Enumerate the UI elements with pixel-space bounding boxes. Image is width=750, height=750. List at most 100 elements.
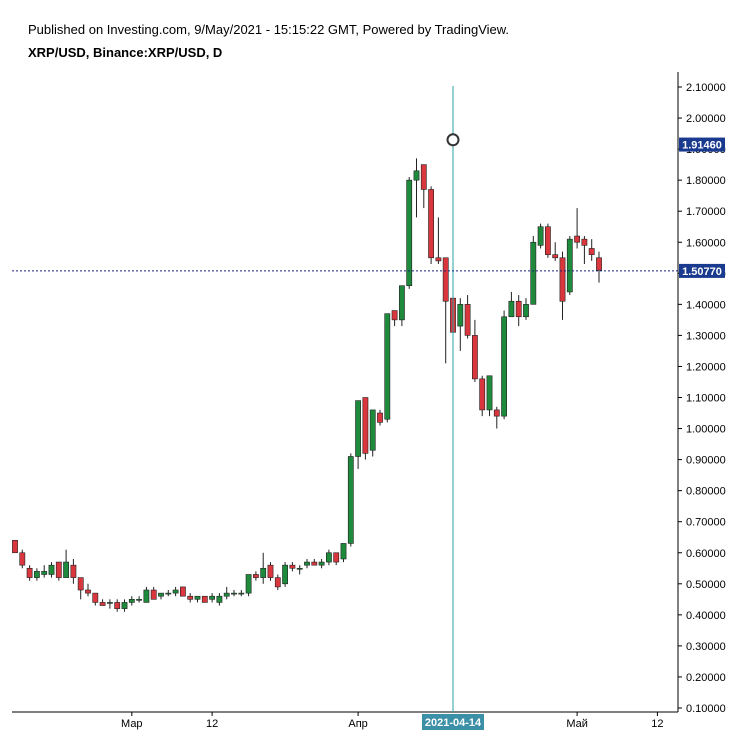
candle-up[interactable] (530, 236, 537, 305)
candle-up[interactable] (63, 549, 69, 578)
candle-down[interactable] (180, 586, 186, 597)
y-tick-label: 0.70000 (686, 517, 726, 529)
candle-up[interactable] (398, 285, 405, 327)
candle-body (77, 577, 84, 591)
candle-up[interactable] (245, 574, 252, 597)
time-axis: Мар 12 Апр Май 12 (121, 712, 664, 730)
candle-up[interactable] (325, 549, 332, 566)
candle-down[interactable] (435, 217, 442, 264)
candle-up[interactable] (537, 223, 544, 249)
candle-body (231, 592, 237, 595)
candle-body (428, 189, 434, 259)
candle-down[interactable] (92, 592, 99, 606)
candle-down[interactable] (391, 310, 398, 327)
candle-down[interactable] (471, 319, 478, 382)
candle-down[interactable] (55, 561, 62, 581)
candle-down[interactable] (311, 558, 318, 566)
candle-body (216, 595, 223, 603)
candle-up[interactable] (296, 565, 303, 575)
candle-down[interactable] (559, 251, 566, 320)
plot-area[interactable] (12, 158, 602, 612)
candle-down[interactable] (362, 397, 369, 460)
candle-down[interactable] (333, 552, 340, 566)
candle-up[interactable] (523, 298, 529, 320)
candle-down[interactable] (267, 562, 274, 581)
candle-body (194, 595, 201, 600)
candle-down[interactable] (70, 558, 77, 584)
candle-up[interactable] (501, 310, 507, 420)
candle-up[interactable] (406, 177, 413, 289)
candle-down[interactable] (12, 540, 18, 554)
candle-up[interactable] (216, 593, 223, 606)
candle-up[interactable] (143, 586, 150, 603)
candle-down[interactable] (479, 375, 486, 417)
candle-down[interactable] (187, 593, 194, 603)
x-tick-label: Мар (121, 718, 143, 730)
y-tick-label: 1.20000 (686, 361, 726, 373)
candle-up[interactable] (413, 158, 420, 218)
candle-up[interactable] (158, 592, 164, 600)
candle-body (398, 285, 405, 321)
candle-body (158, 592, 164, 597)
candle-up[interactable] (41, 565, 48, 578)
candle-up[interactable] (260, 552, 267, 584)
candle-body (238, 592, 245, 595)
candle-down[interactable] (377, 409, 383, 426)
candle-down[interactable] (77, 577, 84, 600)
candle-up[interactable] (318, 558, 325, 569)
candle-body (41, 571, 48, 575)
candle-up[interactable] (340, 543, 347, 563)
candle-down[interactable] (552, 242, 559, 261)
candle-up[interactable] (238, 590, 245, 597)
y-tick-label: 0.10000 (686, 703, 726, 715)
candle-up[interactable] (136, 596, 142, 603)
candle-up[interactable] (33, 568, 40, 581)
candle-up[interactable] (172, 586, 179, 597)
candle-up[interactable] (223, 586, 230, 600)
candle-up[interactable] (369, 409, 376, 457)
candle-down[interactable] (201, 595, 208, 603)
candle-body (464, 304, 471, 336)
candle-up[interactable] (457, 298, 464, 351)
candle-up[interactable] (209, 593, 215, 603)
candle-down[interactable] (493, 406, 500, 429)
candle-up[interactable] (165, 590, 172, 597)
candle-down[interactable] (515, 295, 522, 327)
candle-up[interactable] (566, 236, 573, 296)
candle-up[interactable] (347, 453, 354, 547)
candle-down[interactable] (99, 599, 106, 606)
candle-up[interactable] (304, 558, 310, 569)
candle-down[interactable] (19, 549, 26, 569)
candle-up[interactable] (282, 562, 288, 587)
crosshair-price-tag: 1.50770 (679, 263, 725, 278)
candle-down[interactable] (581, 236, 588, 264)
candle-up[interactable] (231, 590, 237, 597)
candle-up[interactable] (128, 596, 135, 606)
candle-up[interactable] (486, 375, 493, 417)
candle-down[interactable] (544, 223, 551, 258)
candle-up[interactable] (384, 313, 391, 423)
candle-down[interactable] (442, 257, 449, 364)
candle-down[interactable] (464, 295, 471, 339)
candle-down[interactable] (420, 164, 427, 209)
candle-down[interactable] (274, 574, 281, 591)
candle-down[interactable] (26, 565, 33, 581)
candle-down[interactable] (150, 586, 157, 600)
candle-down[interactable] (289, 562, 296, 572)
candle-up[interactable] (355, 400, 361, 469)
y-tick-label: 0.50000 (686, 579, 726, 591)
candle-up[interactable] (48, 562, 55, 578)
candle-up[interactable] (121, 599, 128, 612)
candle-up[interactable] (508, 291, 515, 318)
candle-down[interactable] (596, 251, 602, 283)
crosshair-date-tag-bg (422, 714, 484, 730)
candle-up[interactable] (194, 595, 201, 603)
candle-down[interactable] (574, 208, 580, 249)
candle-down[interactable] (85, 583, 91, 597)
candle-down[interactable] (588, 239, 595, 261)
candle-down[interactable] (253, 571, 259, 581)
candle-down[interactable] (428, 186, 434, 264)
candle-down[interactable] (114, 599, 121, 612)
candle-up[interactable] (107, 599, 113, 609)
